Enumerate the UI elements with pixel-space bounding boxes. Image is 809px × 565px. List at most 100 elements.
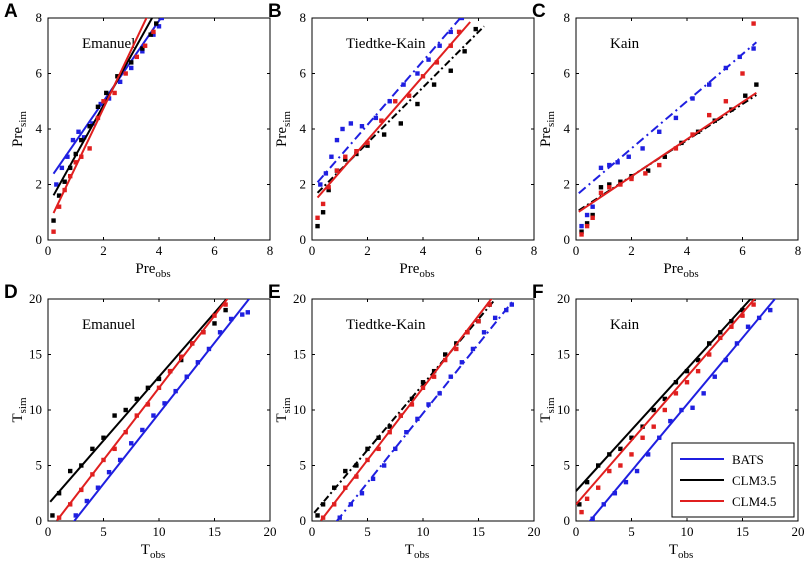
legend-item: BATS xyxy=(680,452,764,467)
data-point xyxy=(56,193,62,198)
x-tick-label: 15 xyxy=(208,524,221,539)
y-tick-label: 0 xyxy=(36,232,43,247)
data-point xyxy=(598,185,604,190)
data-point xyxy=(142,43,148,48)
data-point xyxy=(70,137,76,143)
fit-line xyxy=(72,299,251,521)
data-point xyxy=(415,71,420,76)
data-point xyxy=(115,74,120,79)
data-point xyxy=(751,46,756,51)
data-point xyxy=(607,468,612,474)
data-point xyxy=(326,187,331,193)
data-point xyxy=(577,502,582,507)
data-point xyxy=(381,463,387,468)
x-axis-label-sub: obs xyxy=(150,549,165,561)
data-point xyxy=(470,346,476,352)
data-point xyxy=(167,368,173,374)
data-point xyxy=(409,396,415,402)
y-tick-label: 0 xyxy=(300,232,307,247)
y-axis-label-sub: sim xyxy=(545,397,557,413)
data-point xyxy=(623,479,629,485)
data-point xyxy=(584,223,590,229)
data-point xyxy=(90,446,95,452)
data-point xyxy=(437,391,442,396)
fit-line xyxy=(578,41,758,195)
data-point xyxy=(607,162,612,168)
data-point xyxy=(359,491,365,496)
series-bats xyxy=(335,299,515,521)
data-point xyxy=(62,187,67,193)
x-tick-label: 5 xyxy=(364,524,371,539)
data-point xyxy=(645,168,651,173)
data-point xyxy=(348,502,354,507)
data-point xyxy=(329,154,334,159)
y-tick-label: 0 xyxy=(36,513,43,528)
data-point xyxy=(348,121,354,126)
series-bats xyxy=(588,299,777,521)
data-point xyxy=(579,223,584,229)
data-point xyxy=(740,313,745,318)
data-point xyxy=(332,485,337,490)
fit-line xyxy=(49,299,228,503)
y-tick-label: 20 xyxy=(557,291,570,306)
data-point xyxy=(618,463,623,468)
data-point xyxy=(51,229,56,234)
data-point xyxy=(454,346,459,352)
data-point xyxy=(443,352,448,357)
data-point xyxy=(393,99,398,104)
data-point xyxy=(584,221,590,226)
y-axis-label-main: Pre xyxy=(10,127,26,147)
data-point xyxy=(584,496,590,501)
data-point xyxy=(434,60,440,65)
x-tick-label: 8 xyxy=(267,243,274,258)
data-point xyxy=(184,374,189,379)
data-point xyxy=(54,182,59,187)
data-point xyxy=(73,513,78,518)
data-point xyxy=(745,324,751,329)
data-point xyxy=(448,43,453,48)
data-point xyxy=(690,405,695,410)
data-point xyxy=(376,446,381,452)
data-point xyxy=(768,307,773,313)
data-point xyxy=(723,99,729,104)
data-point xyxy=(420,380,426,385)
data-point xyxy=(504,307,509,313)
data-point xyxy=(376,435,381,440)
data-point xyxy=(101,435,106,440)
data-point xyxy=(123,430,128,435)
data-point xyxy=(406,93,412,98)
data-point xyxy=(487,302,492,307)
data-point xyxy=(140,427,145,433)
x-tick-label: 8 xyxy=(795,243,802,258)
data-point xyxy=(579,232,584,237)
data-point xyxy=(101,457,106,463)
data-point xyxy=(618,179,623,184)
data-point xyxy=(607,185,612,190)
data-point xyxy=(134,54,139,60)
data-point xyxy=(651,407,656,413)
panel-letter: E xyxy=(268,282,281,303)
panel-title: Tiedtke-Kain xyxy=(346,317,426,333)
data-point xyxy=(618,446,623,452)
data-point xyxy=(151,32,156,37)
data-point xyxy=(79,463,84,468)
data-point xyxy=(79,137,84,143)
fit-line xyxy=(576,299,752,492)
data-point xyxy=(465,330,470,335)
data-point xyxy=(754,82,759,87)
data-point xyxy=(634,468,640,474)
data-point xyxy=(662,154,667,159)
y-axis-label: Tsim xyxy=(538,397,557,423)
plot-area xyxy=(51,18,164,234)
data-point xyxy=(629,176,634,182)
x-axis-label-main: T xyxy=(669,542,678,558)
data-point xyxy=(509,302,514,307)
data-point xyxy=(387,424,392,429)
x-tick-label: 2 xyxy=(364,243,371,258)
data-point xyxy=(68,468,73,474)
panel-letter: F xyxy=(532,282,544,303)
data-point xyxy=(354,463,359,468)
data-point xyxy=(690,96,695,101)
data-point xyxy=(51,218,56,223)
fit-line xyxy=(335,299,515,521)
